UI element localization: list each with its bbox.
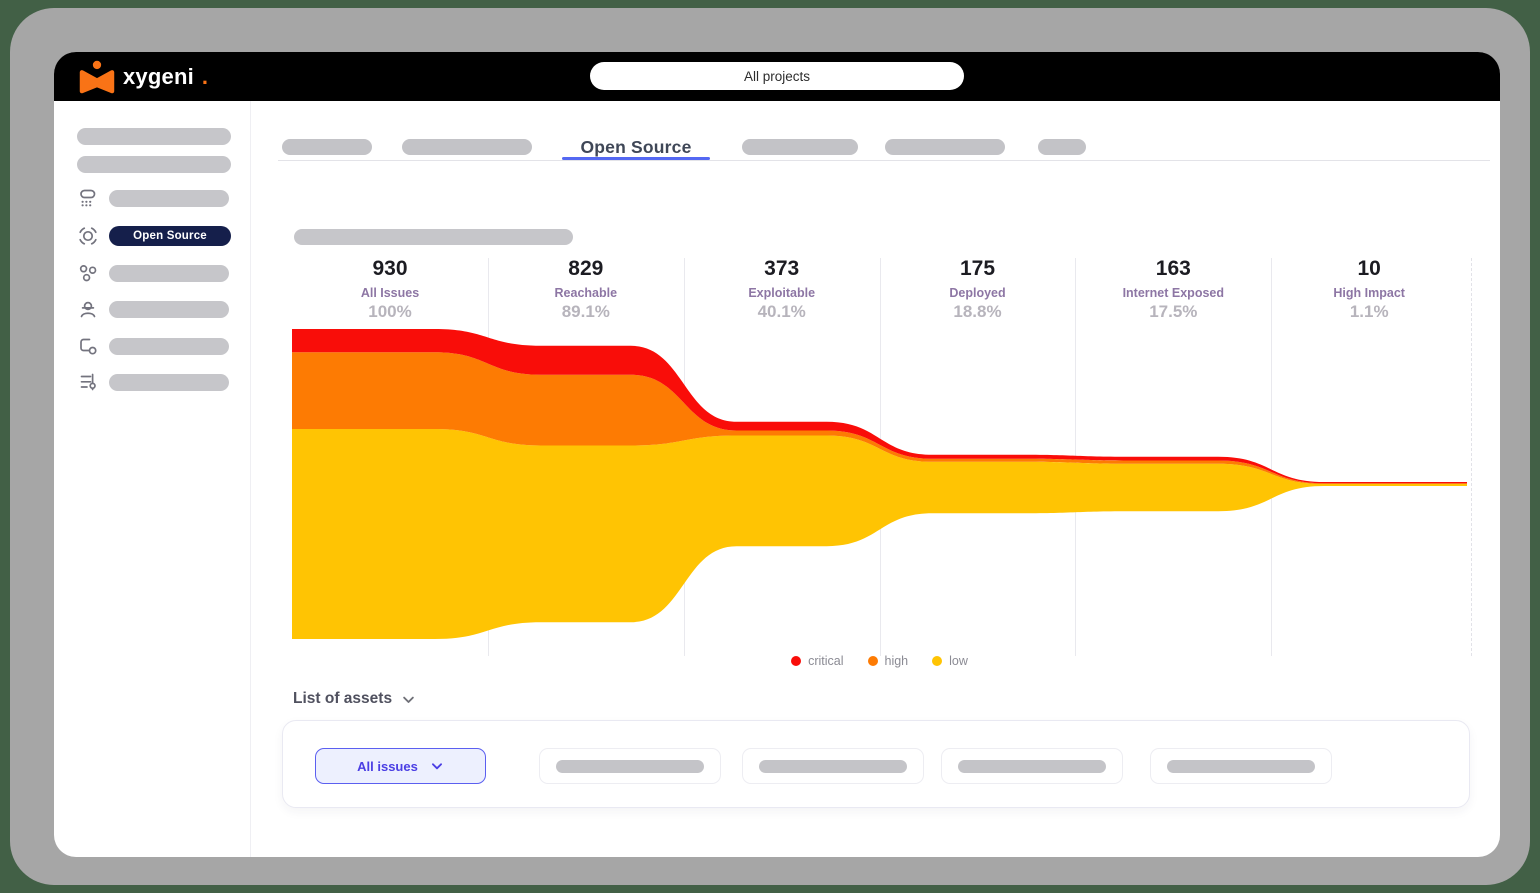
legend-dot-icon: [932, 656, 943, 666]
filter-skeleton-card: [539, 748, 721, 784]
project-selector[interactable]: All projects: [590, 62, 964, 90]
tab-skeleton: [1038, 139, 1086, 155]
tab-open-source-label: Open Source: [580, 137, 692, 157]
funnel-stage-4: 175 Deployed 18.8%: [880, 256, 1076, 323]
assets-filter-panel: All issues: [282, 720, 1470, 808]
sidebar-skeleton-label: [109, 189, 229, 207]
brand-dot: .: [201, 63, 209, 89]
legend-item-low[interactable]: low: [932, 654, 968, 668]
funnel-band-low: [292, 429, 1467, 639]
chart-title-skeleton: [294, 229, 573, 245]
active-tab-underline: [562, 157, 710, 160]
filter-skeleton-card: [742, 748, 924, 784]
legend-item-critical[interactable]: critical: [791, 654, 844, 668]
funnel-stage-5: 163 Internet Exposed 17.5%: [1075, 256, 1271, 323]
legend-label: critical: [808, 654, 844, 668]
sidebar-active-item-label: Open Source: [109, 226, 231, 246]
xygeni-logo-icon: [78, 60, 116, 94]
list-of-assets-toggle[interactable]: List of assets: [293, 690, 416, 708]
funnel-band-high: [292, 352, 1467, 484]
top-bar: xygeni. All projects: [54, 52, 1500, 101]
stage-label: Internet Exposed: [1122, 286, 1224, 300]
chart-end-boundary: [1471, 258, 1472, 656]
sidebar-item-assets[interactable]: [78, 336, 229, 356]
stage-percent: 18.8%: [953, 302, 1002, 321]
legend-dot-icon: [791, 656, 802, 666]
sidebar-item-threats[interactable]: [78, 299, 229, 319]
stage-percent: 17.5%: [1149, 302, 1198, 321]
issues-filter-dropdown[interactable]: All issues: [315, 748, 486, 784]
stage-count: 10: [1357, 257, 1381, 280]
stage-label: Reachable: [554, 286, 618, 300]
list-of-assets-label: List of assets: [293, 690, 393, 707]
issues-filter-label: All issues: [357, 758, 418, 774]
severity-funnel-chart: [292, 329, 1467, 639]
devices-icon: [78, 336, 98, 356]
stage-percent: 1.1%: [1349, 302, 1389, 321]
sidebar-item-open-source[interactable]: Open Source: [78, 226, 231, 246]
stage-percent: 100%: [368, 302, 412, 321]
sidebar-item-inventory[interactable]: [78, 188, 229, 208]
device-frame: xygeni. All projects: [10, 8, 1530, 885]
chart-legend: critical high low: [292, 654, 1467, 668]
stage-count: 175: [959, 257, 996, 280]
sidebar-skeleton-label: [109, 373, 229, 391]
user-secret-icon: [78, 299, 98, 319]
stage-label: All Issues: [360, 286, 420, 300]
stage-label: High Impact: [1333, 286, 1405, 300]
tab-skeleton: [282, 139, 372, 155]
brand-logo: xygeni.: [78, 52, 208, 101]
chevron-down-icon: [430, 759, 444, 773]
funnel-stage-3: 373 Exploitable 40.1%: [684, 256, 880, 323]
funnel-stage-6: 10 High Impact 1.1%: [1271, 256, 1467, 323]
tab-skeleton: [742, 139, 858, 155]
nodes-icon: [78, 263, 98, 283]
sidebar-skeleton-label: [109, 300, 229, 318]
funnel-stage-1: 930 All Issues 100%: [292, 256, 488, 323]
stage-label: Exploitable: [748, 286, 816, 300]
tab-bar-divider: [278, 160, 1490, 161]
stage-count: 373: [764, 257, 800, 280]
stage-percent: 89.1%: [561, 302, 610, 321]
brand-name: xygeni: [123, 63, 194, 89]
column-divider: [1271, 258, 1273, 656]
legend-dot-icon: [867, 656, 878, 666]
tab-skeleton: [402, 139, 532, 155]
sidebar-item-dependencies[interactable]: [78, 263, 229, 283]
funnel-stage-2: 829 Reachable 89.1%: [488, 256, 684, 323]
filter-skeleton-card: [1150, 748, 1332, 784]
stage-count: 930: [372, 257, 408, 280]
tune-icon: [78, 372, 98, 392]
legend-label: high: [884, 654, 909, 668]
filter-skeleton-card: [941, 748, 1123, 784]
sidebar-divider: [250, 101, 251, 857]
tab-skeleton: [885, 139, 1005, 155]
sidebar-skeleton-item: [77, 128, 231, 145]
stage-count: 829: [568, 257, 604, 280]
app-window: xygeni. All projects: [54, 52, 1500, 857]
sidebar-item-pipelines[interactable]: [78, 372, 229, 392]
legend-item-high[interactable]: high: [867, 654, 909, 668]
funnel-band-critical: [292, 329, 1467, 484]
legend-label: low: [949, 654, 968, 668]
scan-icon: [78, 226, 98, 246]
sidebar-skeleton-label: [109, 264, 229, 282]
chevron-down-icon: [401, 692, 416, 707]
tab-open-source[interactable]: Open Source: [562, 136, 710, 159]
stage-count: 163: [1155, 257, 1191, 280]
stage-label: Deployed: [949, 286, 1006, 300]
sidebar-skeleton-label: [109, 337, 229, 355]
project-selector-label: All projects: [743, 68, 811, 84]
sidebar-skeleton-item: [77, 156, 231, 173]
stage-percent: 40.1%: [757, 302, 806, 321]
inventory-icon: [78, 188, 98, 208]
